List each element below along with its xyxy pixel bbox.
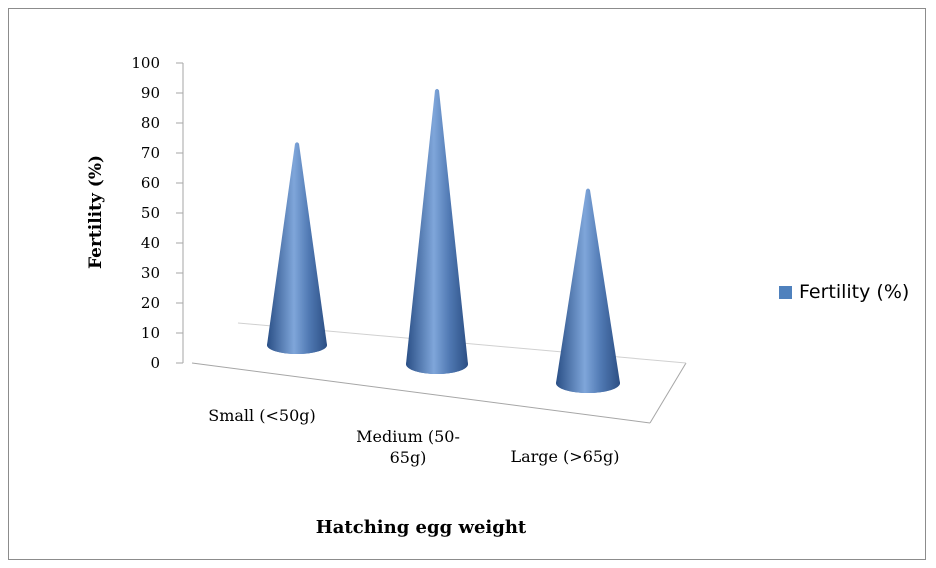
y-tick-label: 30 <box>141 264 160 282</box>
x-axis-labels: Small (<50g) Medium (50- 65g) Large (>65g) <box>208 406 619 467</box>
x-category-label: 65g) <box>390 448 427 467</box>
y-tick-label: 70 <box>141 144 160 162</box>
cone-body <box>556 188 620 393</box>
y-tick-label: 90 <box>141 84 160 102</box>
cone-body <box>267 142 327 354</box>
legend: Fertility (%) <box>779 281 909 303</box>
floor-front-edge <box>191 362 651 424</box>
chart-frame <box>8 8 926 560</box>
x-category-label: Large (>65g) <box>510 447 619 466</box>
y-tick-label: 60 <box>141 174 160 192</box>
cone-0 <box>267 142 327 354</box>
x-axis-title: Hatching egg weight <box>316 517 527 538</box>
y-tick-label: 20 <box>141 294 160 312</box>
legend-label-fertility: Fertility (%) <box>799 281 909 303</box>
y-axis-title: Fertility (%) <box>86 155 106 269</box>
legend-swatch-fertility <box>779 286 792 299</box>
y-tick-label: 10 <box>141 324 160 342</box>
cone-2 <box>556 188 620 393</box>
y-tick-label: 50 <box>141 204 160 222</box>
floor-right-edge <box>649 362 687 424</box>
y-axis: 0 10 20 30 40 50 60 70 80 90 100 <box>131 54 184 372</box>
y-tick-label: 100 <box>131 54 160 72</box>
y-tick-label: 40 <box>141 234 160 252</box>
cone-1 <box>406 88 468 374</box>
cone-body <box>406 88 468 374</box>
series-fertility <box>267 88 620 393</box>
x-category-label: Medium (50- <box>356 427 460 446</box>
y-tick-label: 80 <box>141 114 160 132</box>
x-category-label: Small (<50g) <box>208 406 315 425</box>
y-tick-label: 0 <box>150 354 160 372</box>
